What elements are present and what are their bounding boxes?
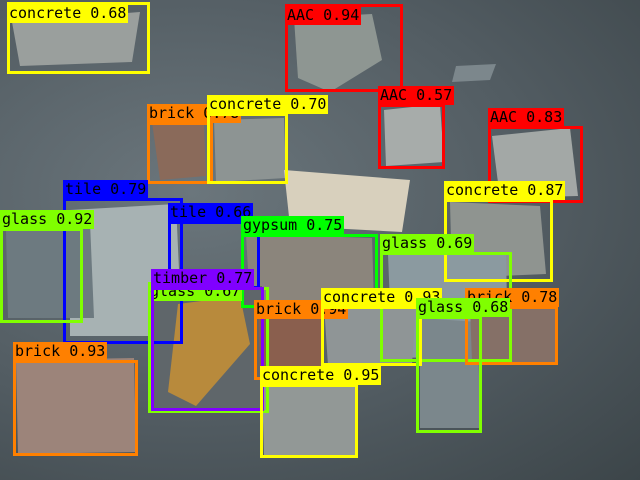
detection-label: AAC 0.83	[488, 108, 565, 127]
detection-box: concrete 0.68	[7, 2, 150, 74]
detection-label: glass 0.68	[416, 298, 511, 317]
detection-box: AAC 0.94	[285, 4, 403, 92]
detection-box: concrete 0.70	[207, 95, 329, 184]
detection-label: concrete 0.93	[321, 288, 443, 307]
detection-label: gypsum 0.75	[241, 216, 345, 235]
detection-box: concrete 0.87	[444, 181, 566, 282]
detection-label: concrete 0.68	[7, 4, 129, 23]
detection-box: brick 0.93	[13, 342, 138, 456]
detection-box: tile 0.79	[63, 180, 183, 344]
detection-label: tile 0.79	[63, 180, 149, 199]
detection-box: timber 0.77	[151, 269, 264, 411]
detection-label: brick 0.93	[13, 342, 108, 361]
detection-label: concrete 0.87	[444, 181, 566, 200]
detection-box: glass 0.92	[0, 210, 95, 323]
detection-label: AAC 0.94	[285, 6, 362, 25]
detection-label: concrete 0.70	[207, 95, 329, 114]
detection-box: brick 0.78	[147, 104, 242, 184]
detection-box: AAC 0.83	[488, 108, 583, 203]
detection-label: concrete 0.95	[260, 366, 382, 385]
detection-label: timber 0.77	[151, 269, 255, 288]
detection-box: AAC 0.57	[378, 86, 455, 169]
detection-label: AAC 0.57	[378, 86, 455, 105]
detection-label: glass 0.69	[380, 234, 475, 253]
detection-box: concrete 0.95	[260, 366, 382, 458]
detection-label: glass 0.92	[0, 210, 95, 229]
detection-box: concrete 0.93	[321, 288, 443, 366]
detection-box: glass 0.68	[416, 298, 511, 433]
